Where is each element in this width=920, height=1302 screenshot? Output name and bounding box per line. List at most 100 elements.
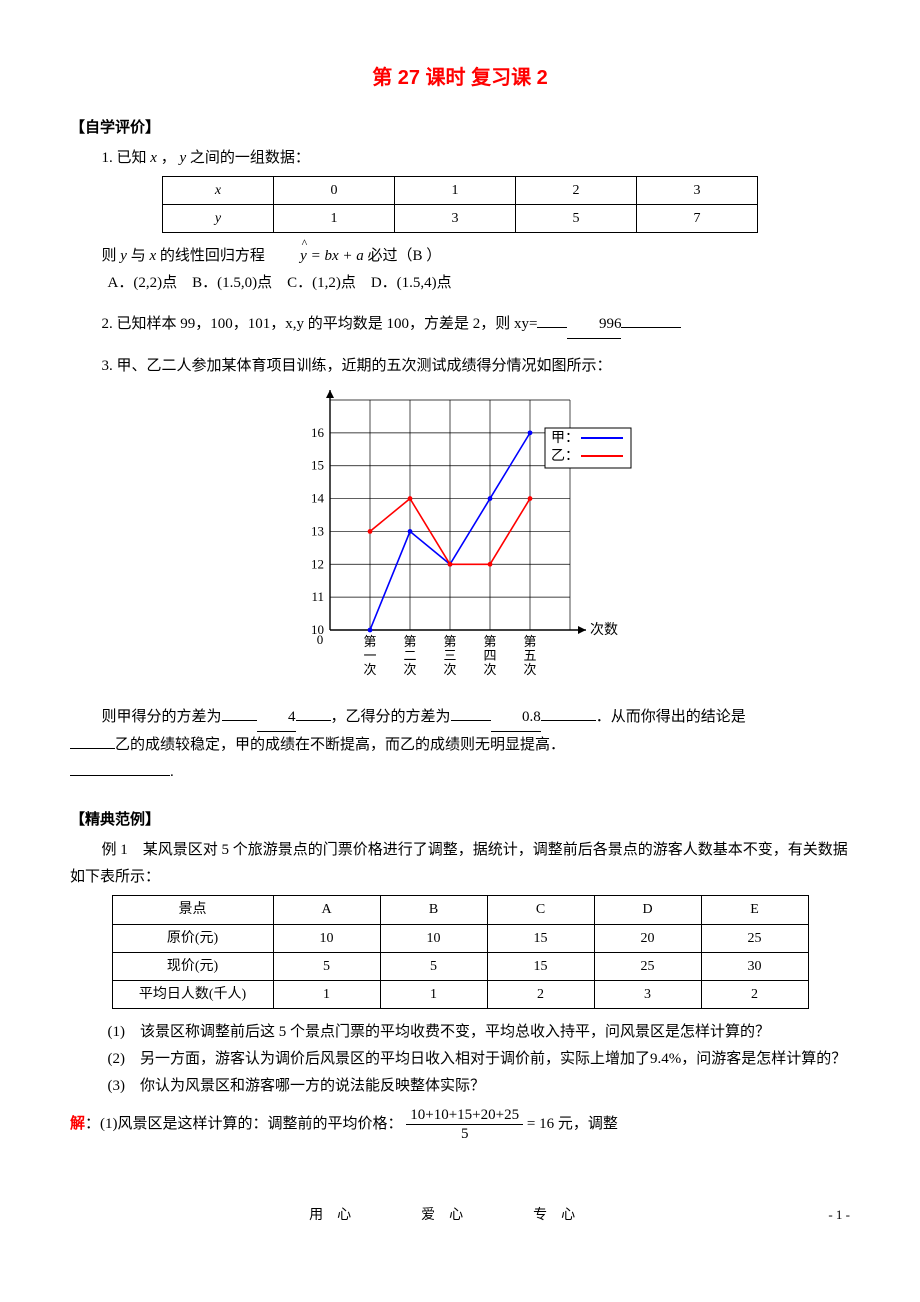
- q3-fill: 则甲得分的方差为4，乙得分的方差为0.8．从而你得出的结论是: [70, 704, 850, 732]
- footer-motto: 用心 爱心 专心: [309, 1208, 589, 1223]
- ex1-table: 景点ABCDE原价(元)1010152025现价(元)55152530平均日人数…: [112, 895, 809, 1009]
- q1-table-cell: 1: [274, 205, 395, 233]
- ex1-table-cell: 1: [273, 980, 380, 1008]
- ex1-table-header: A: [273, 896, 380, 924]
- svg-text:12: 12: [311, 557, 324, 572]
- svg-text:第: 第: [483, 634, 496, 649]
- ex1-table-cell: 10: [273, 924, 380, 952]
- q3-conc-blank: [70, 748, 115, 749]
- q1-stem-mid: ，: [161, 150, 176, 166]
- svg-text:第: 第: [443, 634, 456, 649]
- q1-var-x: x: [150, 150, 157, 166]
- q1-stem-prefix: 1. 已知: [102, 150, 147, 166]
- q3-conclusion-line: 乙的成绩较稳定，甲的成绩在不断提高，而乙的成绩则无明显提高．: [70, 732, 850, 759]
- svg-text:16: 16: [311, 425, 325, 440]
- svg-text:11: 11: [311, 590, 324, 605]
- q1-table-cell: 1: [395, 177, 516, 205]
- q2: 2. 已知样本 99，100，101，x,y 的平均数是 100，方差是 2，则…: [70, 311, 850, 339]
- ex1-table-header: 景点: [112, 896, 273, 924]
- q1-table-cell: 0: [274, 177, 395, 205]
- svg-text:次: 次: [363, 662, 376, 677]
- q1-eq-rhs: bx + a: [324, 248, 363, 264]
- ex1-table-header: E: [701, 896, 808, 924]
- q1-table-cell: 7: [637, 205, 758, 233]
- ex1-table-cell: 1: [380, 980, 487, 1008]
- q3-tail-blank: [70, 775, 170, 776]
- q3-ans-a: 4: [257, 704, 296, 732]
- ex1-table-cell: 5: [380, 952, 487, 980]
- q1-var-y: y: [179, 150, 186, 166]
- page-footer: 用心 爱心 专心 - 1 -: [70, 1203, 850, 1228]
- sol-text-c: 元，调整: [554, 1116, 618, 1132]
- svg-text:次: 次: [483, 662, 496, 677]
- ex1-table-header: B: [380, 896, 487, 924]
- q1-line2: 则 y 与 x 的线性回归方程 y = bx + a 必过（B ）: [70, 243, 850, 270]
- svg-text:第: 第: [403, 634, 416, 649]
- q3-line-a: 则甲得分的方差为: [102, 709, 222, 725]
- q3-line-b: ，乙得分的方差为: [331, 709, 451, 725]
- ex1-table-cell: 2: [487, 980, 594, 1008]
- svg-text:一: 一: [363, 648, 376, 663]
- svg-text:次: 次: [523, 662, 536, 677]
- q1-table-cell: 2: [516, 177, 637, 205]
- ex1-table-cell: 25: [701, 924, 808, 952]
- q1-eq-eq: =: [311, 248, 325, 264]
- q3-blank-a1: [222, 720, 257, 721]
- ex1-table-cell: 10: [380, 924, 487, 952]
- ex1-table-cell: 15: [487, 952, 594, 980]
- sol-text-a: ：(1)风景区是这样计算的：调整前的平均价格：: [85, 1116, 403, 1132]
- ex1-table-cell: 5: [273, 952, 380, 980]
- ex1-stem: 例 1 某风景区对 5 个旅游景点的门票价格进行了调整，据统计，调整前后各景点的…: [70, 837, 850, 891]
- ex1-q2: (2) 另一方面，游客认为调价后风景区的平均日收入相对于调价前，实际上增加了9.…: [108, 1046, 851, 1073]
- q3-ans-b: 0.8: [491, 704, 541, 732]
- q3-blank-b1: [451, 720, 491, 721]
- svg-text:乙：: 乙：: [551, 448, 579, 464]
- sol-label: 解: [70, 1116, 85, 1132]
- q1-table-cell: y: [163, 205, 274, 233]
- q1-table-cell: 3: [637, 177, 758, 205]
- ex1-table-cell: 现价(元): [112, 952, 273, 980]
- q1-table-cell: 3: [395, 205, 516, 233]
- svg-text:0: 0: [317, 632, 324, 647]
- q1-line2-a: 则: [102, 248, 121, 264]
- q2-ans: 996: [567, 311, 621, 339]
- q1-table-cell: x: [163, 177, 274, 205]
- svg-text:第: 第: [523, 634, 536, 649]
- svg-text:四: 四: [483, 648, 496, 663]
- ex1-table-cell: 20: [594, 924, 701, 952]
- ex1-table-cell: 3: [594, 980, 701, 1008]
- frac-den: 5: [406, 1125, 523, 1143]
- ex1-table-cell: 30: [701, 952, 808, 980]
- svg-text:二: 二: [403, 648, 416, 663]
- sol-text-b: = 16: [523, 1116, 554, 1132]
- ex1-q1: (1) 该景区称调整前后这 5 个景点门票的平均收费不变，平均总收入持平，问风景…: [108, 1019, 851, 1046]
- q3-blank-b2: [541, 720, 596, 721]
- svg-text:次: 次: [443, 662, 456, 677]
- q3-tail-dot: .: [170, 764, 174, 780]
- page-title: 第 27 课时 复习课 2: [70, 60, 850, 96]
- ex1-table-cell: 25: [594, 952, 701, 980]
- ex1-table-header: D: [594, 896, 701, 924]
- q3-conclusion: 乙的成绩较稳定，甲的成绩在不断提高，而乙的成绩则无明显提高．: [115, 737, 565, 753]
- q2-text: 2. 已知样本 99，100，101，x,y 的平均数是 100，方差是 2，则…: [102, 316, 538, 332]
- svg-text:五: 五: [523, 648, 536, 663]
- q3-stem: 3. 甲、乙二人参加某体育项目训练，近期的五次测试成绩得分情况如图所示：: [70, 353, 850, 380]
- q1-line2-b: 与: [131, 248, 150, 264]
- ex1-table-header: C: [487, 896, 594, 924]
- q1-table: x0123y1357: [162, 176, 758, 233]
- q1-choices: A．(2,2)点 B．(1.5,0)点 C．(1,2)点 D．(1.5,4)点: [108, 270, 851, 297]
- section-examples: 【精典范例】: [70, 806, 850, 833]
- ex1-table-cell: 原价(元): [112, 924, 273, 952]
- svg-text:15: 15: [311, 458, 324, 473]
- ex1-table-cell: 平均日人数(千人): [112, 980, 273, 1008]
- q3-chart: 101112131415160得分次数第一次第二次第三次第四次第五次甲：乙：: [70, 390, 850, 700]
- q1-line2-c: 的线性回归方程: [160, 248, 269, 264]
- q3-blank-a2: [296, 720, 331, 721]
- q1-line2-d: 必过（B ）: [367, 248, 441, 264]
- q2-blank-post: [621, 327, 681, 328]
- q2-blank-pre: [537, 327, 567, 328]
- svg-text:甲：: 甲：: [551, 431, 579, 446]
- q1-table-cell: 5: [516, 205, 637, 233]
- q3-tail: .: [70, 759, 850, 786]
- sol-fraction: 10+10+15+20+25 5: [406, 1106, 523, 1143]
